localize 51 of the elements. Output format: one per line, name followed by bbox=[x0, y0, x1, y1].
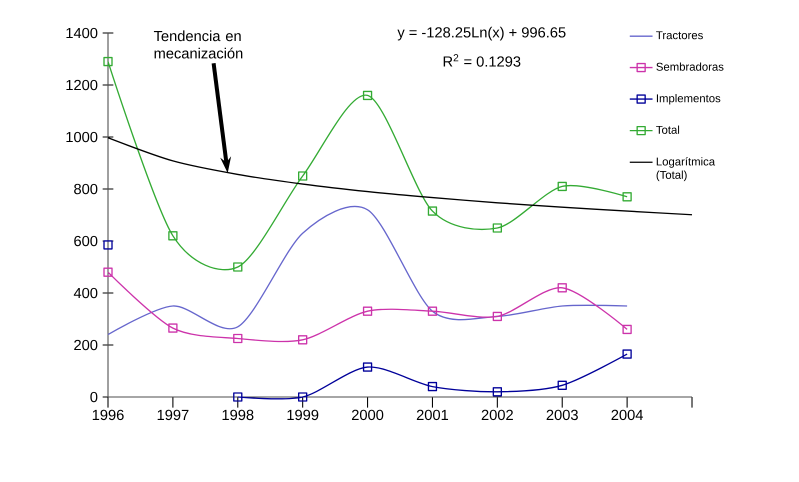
point bbox=[428, 206, 438, 216]
x-tick-label: 2000 bbox=[352, 410, 384, 420]
point bbox=[233, 262, 242, 272]
y-tick-label: 1000 bbox=[66, 132, 98, 142]
x-tick-label: 1997 bbox=[158, 410, 188, 420]
point bbox=[233, 392, 242, 402]
annotation: R$^{2}$ = 0.1293 bbox=[444, 54, 520, 67]
x-tick-label: 2001 bbox=[416, 410, 448, 420]
x-tick-label: 1998 bbox=[222, 410, 254, 420]
legend-label: Implementos bbox=[656, 94, 720, 105]
point bbox=[298, 392, 308, 402]
point bbox=[428, 382, 438, 392]
point bbox=[103, 56, 113, 66]
annotation: y = -128.25Ln(x) + 996.65 bbox=[397, 26, 566, 40]
point bbox=[362, 90, 372, 100]
point bbox=[492, 312, 502, 322]
y-tick-label: 400 bbox=[74, 288, 98, 298]
x-tick-label: 2002 bbox=[482, 410, 513, 420]
point bbox=[168, 231, 178, 240]
y-tick-label: 200 bbox=[74, 340, 98, 350]
point bbox=[622, 192, 632, 202]
y-tick-label: 1400 bbox=[66, 28, 98, 38]
point bbox=[428, 306, 438, 316]
point bbox=[558, 380, 567, 390]
y-tick-label: 0 bbox=[90, 392, 98, 402]
point bbox=[168, 323, 178, 333]
x-tick-label: 1996 bbox=[92, 410, 124, 420]
point bbox=[622, 349, 632, 359]
y-tick-label: 1200 bbox=[66, 80, 98, 90]
point bbox=[103, 240, 113, 250]
point bbox=[103, 268, 113, 277]
point bbox=[362, 362, 372, 372]
x-tick-label: 2004 bbox=[612, 410, 643, 420]
x-tick-label: 2003 bbox=[546, 410, 578, 420]
legend-label: Logarítmica (Total) bbox=[656, 157, 716, 182]
point bbox=[558, 182, 567, 192]
point bbox=[298, 171, 308, 181]
y-tick-label: 800 bbox=[74, 184, 98, 194]
point bbox=[622, 324, 632, 334]
annotation: Tendencia en mecanización bbox=[154, 30, 242, 59]
point bbox=[298, 335, 308, 344]
legend-label: Tractores bbox=[656, 31, 703, 40]
point bbox=[492, 223, 502, 233]
y-tick-label: 600 bbox=[74, 236, 98, 246]
point bbox=[492, 387, 502, 396]
point bbox=[558, 283, 567, 292]
legend-label: Total bbox=[656, 126, 680, 134]
legend-label: Sembradoras bbox=[656, 62, 724, 71]
x-tick-label: 1999 bbox=[287, 410, 318, 420]
point bbox=[233, 334, 242, 344]
point bbox=[362, 306, 372, 316]
